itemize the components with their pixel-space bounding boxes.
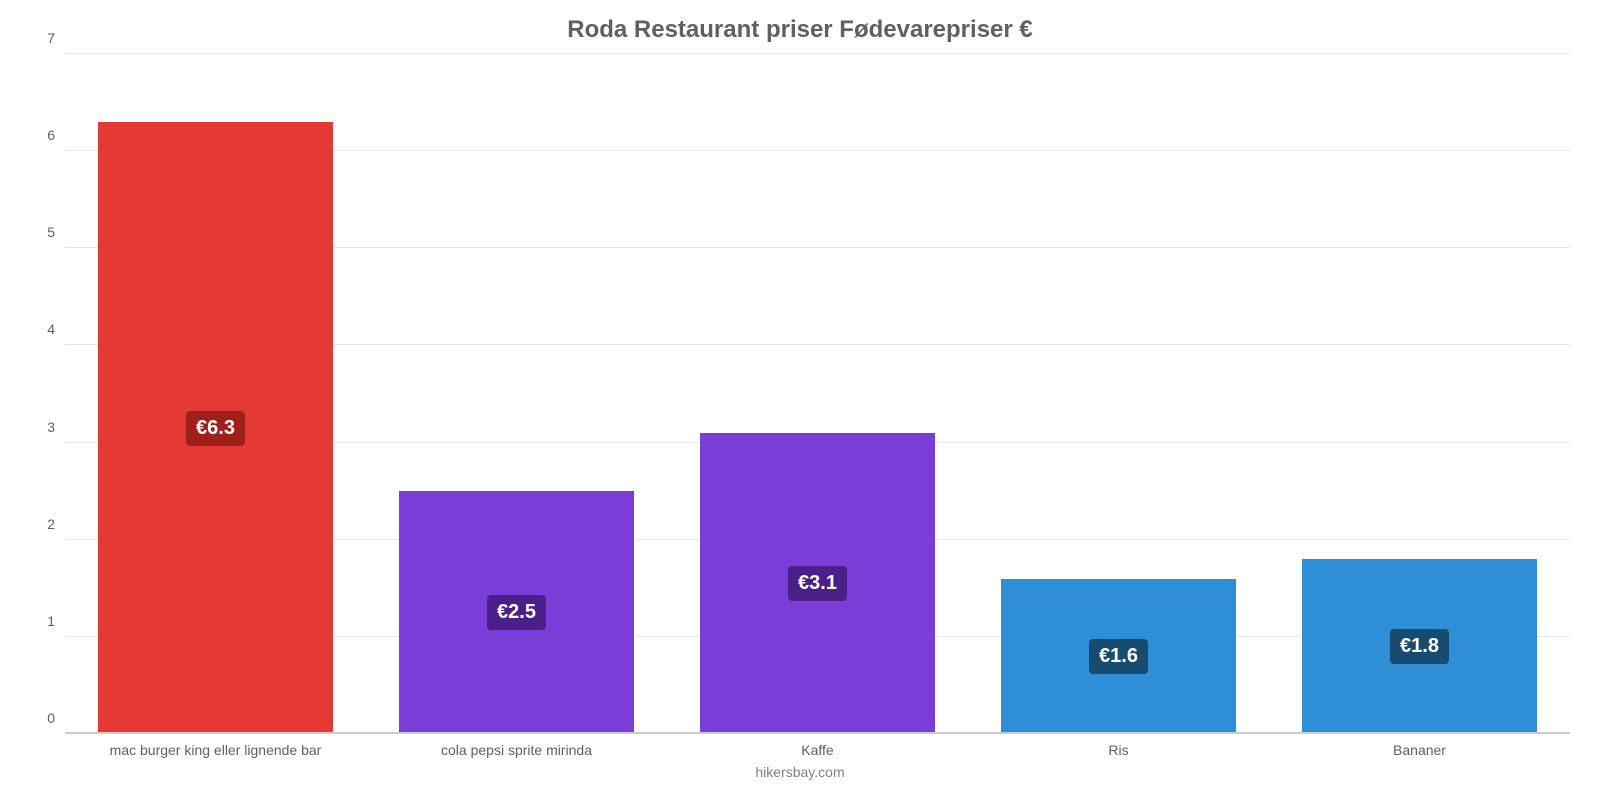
y-tick-label: 4 — [47, 321, 65, 337]
attribution: hikersbay.com — [20, 764, 1580, 780]
x-tick-label: Bananer — [1269, 734, 1570, 758]
value-label: €1.8 — [1390, 629, 1449, 664]
x-tick-label: Ris — [968, 734, 1269, 758]
x-tick-label: Kaffe — [667, 734, 968, 758]
y-tick-label: 2 — [47, 516, 65, 532]
bar: €1.8 — [1302, 559, 1537, 734]
y-tick-label: 3 — [47, 419, 65, 435]
value-label: €2.5 — [487, 595, 546, 630]
bar-slot: €1.8 — [1269, 54, 1570, 734]
bars-container: €6.3 €2.5 €3.1 €1.6 €1.8 — [65, 54, 1570, 734]
bar-slot: €1.6 — [968, 54, 1269, 734]
chart-title: Roda Restaurant priser Fødevarepriser € — [20, 16, 1580, 44]
bar: €6.3 — [98, 122, 333, 734]
value-label: €1.6 — [1089, 639, 1148, 674]
y-tick-label: 1 — [47, 613, 65, 629]
x-axis-line — [65, 732, 1570, 734]
price-bar-chart: Roda Restaurant priser Fødevarepriser € … — [0, 0, 1600, 800]
bar-slot: €3.1 — [667, 54, 968, 734]
bar-slot: €6.3 — [65, 54, 366, 734]
plot-area: 01234567 €6.3€2.5€3.1€1.6€1.8 — [65, 54, 1570, 734]
value-label: €6.3 — [186, 411, 245, 446]
bar: €2.5 — [399, 491, 634, 734]
bar: €3.1 — [700, 433, 935, 734]
bar: €1.6 — [1001, 579, 1236, 734]
bar-slot: €2.5 — [366, 54, 667, 734]
y-tick-label: 6 — [47, 127, 65, 143]
y-tick-label: 0 — [47, 710, 65, 726]
y-tick-label: 7 — [47, 30, 65, 46]
x-tick-label: cola pepsi sprite mirinda — [366, 734, 667, 758]
value-label: €3.1 — [788, 566, 847, 601]
x-axis-labels: mac burger king eller lignende barcola p… — [65, 734, 1570, 758]
x-tick-label: mac burger king eller lignende bar — [65, 734, 366, 758]
y-tick-label: 5 — [47, 224, 65, 240]
